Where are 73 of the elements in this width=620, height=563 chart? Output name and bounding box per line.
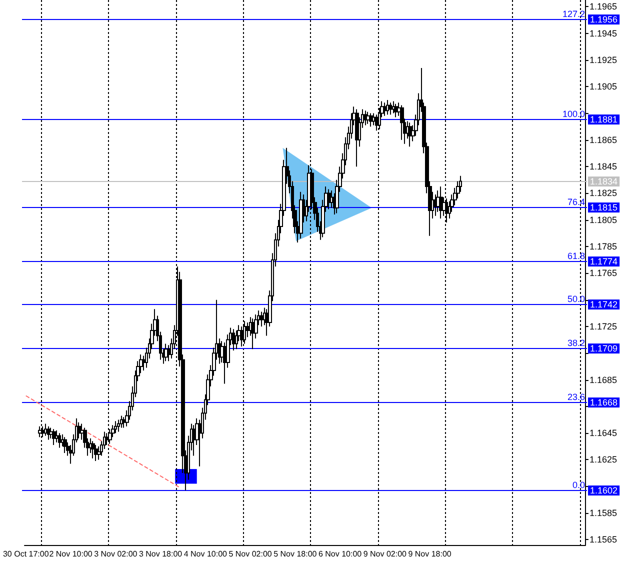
ref-line-label: 1.1815	[590, 202, 618, 212]
ref-line-label: 1.1742	[590, 300, 618, 310]
annotation: 100.0	[562, 109, 585, 119]
y-tick-label: 1.1845	[589, 162, 618, 172]
candlestick	[117, 419, 120, 432]
annotation: 0.0	[572, 480, 585, 490]
candlestick	[114, 420, 117, 434]
y-tick-label: 1.1645	[589, 428, 618, 438]
candlestick	[52, 428, 56, 446]
y-tick-label: 1.1925	[589, 54, 618, 65]
candlestick	[434, 194, 437, 216]
y-tick-label: 1.1825	[589, 188, 618, 198]
y-tick-label: 1.1685	[589, 374, 618, 385]
x-tick-label: 5 Nov 02:00	[228, 550, 272, 558]
x-tick-label: 9 Nov 02:00	[363, 550, 408, 558]
annotation: 127.2	[562, 9, 585, 19]
candlestick	[355, 108, 359, 168]
candlestick	[77, 422, 81, 439]
candlestick	[232, 328, 235, 351]
y-tick-label: 1.1565	[589, 534, 618, 545]
y-tick-label: 1.1785	[589, 242, 618, 252]
candlestick	[260, 311, 263, 327]
candlestick	[251, 318, 255, 350]
candlestick	[327, 188, 331, 210]
x-tick-label: 3 Nov 02:00	[94, 550, 138, 558]
candlestick	[366, 111, 370, 124]
x-tick-label: 2 Nov 10:00	[49, 550, 93, 558]
ref-line-label: 1.1881	[590, 114, 618, 124]
ref-line-label: 1.1834	[590, 176, 618, 186]
y-tick-label: 1.1865	[589, 134, 618, 145]
y-tick-label: 1.1805	[589, 214, 618, 225]
candlestick	[47, 426, 50, 440]
candlestick	[63, 436, 67, 454]
ref-line-label: 1.1602	[590, 486, 618, 496]
candlestick	[364, 110, 367, 126]
ref-line-label: 1.1668	[590, 398, 618, 408]
y-tick-label: 1.1725	[589, 321, 618, 332]
candlestick	[439, 186, 443, 220]
x-tick-label: 5 Nov 18:00	[274, 550, 318, 558]
annotation: 76.4	[567, 197, 585, 207]
candlestick	[164, 343, 168, 362]
candlestick	[58, 432, 61, 448]
x-tick-label: 9 Nov 18:00	[408, 550, 452, 558]
annotation: 50.0	[567, 294, 585, 304]
candlestick	[91, 440, 95, 459]
x-tick-label: 4 Nov 10:00	[184, 550, 228, 558]
ref-line-label: 1.1956	[590, 14, 618, 24]
y-tick-label: 1.1765	[589, 268, 618, 278]
ref-line-label: 1.1709	[590, 344, 618, 354]
candlestick	[94, 444, 98, 462]
annotation: 61.8	[567, 251, 585, 261]
candlestick	[44, 423, 47, 436]
candlestick	[383, 102, 387, 116]
candlestick	[392, 100, 395, 114]
y-tick-label: 1.1625	[589, 454, 618, 465]
annotation: 23.6	[567, 392, 585, 402]
y-tick-label: 1.1965	[589, 2, 618, 12]
annotation: 38.2	[567, 338, 585, 348]
candlestick	[120, 415, 123, 428]
y-tick-label: 1.1945	[589, 28, 618, 38]
candlestick	[400, 104, 404, 140]
candlestick	[299, 191, 303, 240]
x-tick-label: 6 Nov 10:00	[318, 550, 362, 558]
candlestick	[394, 103, 398, 118]
candlestick	[386, 99, 389, 116]
y-tick-label: 1.1585	[589, 508, 618, 518]
candlestick	[408, 122, 412, 148]
ref-line-label: 1.1774	[590, 256, 618, 266]
x-tick-label: 30 Oct 17:00	[2, 550, 50, 558]
candlestick	[389, 102, 392, 116]
x-tick-label: 3 Nov 18:00	[138, 550, 183, 558]
candlestick	[369, 112, 373, 128]
y-tick-label: 1.1905	[589, 82, 618, 92]
